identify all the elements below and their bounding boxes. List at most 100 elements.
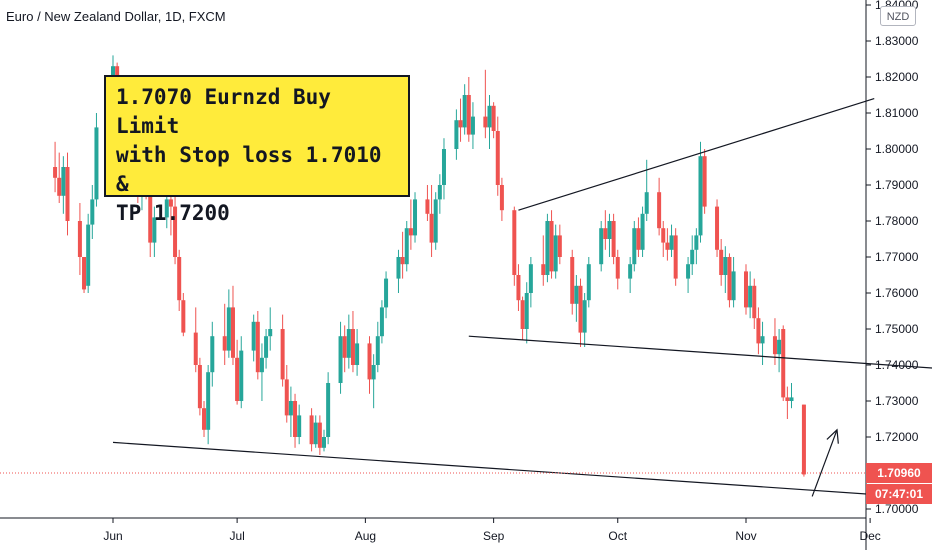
candle (371, 354, 376, 409)
candle-body (317, 422, 322, 448)
time-tick-label: Jun (103, 529, 122, 543)
candle-body (801, 404, 806, 475)
buy-arrow-shaft[interactable] (811, 429, 838, 497)
candle-body (483, 116, 488, 128)
candle-body (148, 188, 153, 243)
candle-body (673, 235, 678, 279)
candle-body (57, 177, 62, 196)
candle (65, 152, 70, 236)
candle (396, 249, 401, 293)
candle (628, 257, 633, 293)
candle (379, 300, 384, 344)
candle (94, 113, 99, 207)
candle-body (404, 228, 409, 265)
candle-body (65, 167, 70, 221)
price-tick-label: 1.79000 (875, 178, 919, 192)
trendline-lower-support[interactable] (112, 441, 929, 499)
candle (499, 177, 504, 221)
candle-body (698, 156, 703, 236)
candle-body (350, 329, 355, 365)
current-price-label: 1.70960 (866, 463, 932, 483)
candle (326, 372, 331, 445)
candle (197, 357, 202, 416)
candle (673, 228, 678, 286)
candle-body (235, 357, 240, 401)
price-tick-label: 1.77000 (875, 250, 919, 264)
candle (288, 386, 293, 437)
price-tick-label: 1.82000 (875, 70, 919, 84)
candle (516, 264, 521, 311)
candle (86, 213, 91, 293)
candle (437, 174, 442, 214)
candle-body (777, 339, 782, 355)
time-tick-label: Aug (355, 529, 376, 543)
candle-body (458, 120, 463, 128)
candle (408, 199, 413, 250)
candle (665, 228, 670, 261)
candle (90, 185, 95, 239)
candle-body (408, 228, 413, 236)
candle (350, 311, 355, 373)
candle (607, 213, 612, 257)
candle (433, 192, 438, 250)
candle (632, 221, 637, 272)
candle (582, 293, 587, 347)
candle-body (425, 199, 430, 214)
candle-body (586, 264, 591, 301)
candle-body (487, 105, 492, 128)
candle (611, 213, 616, 265)
candle (251, 314, 256, 362)
candle-body (632, 228, 637, 265)
candle-body (152, 217, 157, 243)
candle (528, 257, 533, 308)
time-axis[interactable]: Jun Jul Aug Sep Oct Nov Dec (0, 517, 881, 543)
candle (715, 199, 720, 257)
candle-body (375, 336, 380, 365)
price-tick-label: 1.76000 (875, 286, 919, 300)
candle (545, 213, 550, 283)
candle (760, 321, 765, 365)
buy-arrow-head[interactable] (826, 428, 839, 444)
candle-body (528, 264, 533, 293)
countdown-label: 07:47:01 (866, 484, 932, 504)
candle-body (686, 264, 691, 279)
candle (297, 404, 302, 445)
candle (413, 192, 418, 243)
trendlines[interactable] (112, 98, 932, 499)
trade-note-text: 1.7070 Eurnzd Buy Limit with Stop loss 1… (116, 85, 382, 225)
trendline-channel-top[interactable] (518, 98, 875, 211)
trade-note-box[interactable]: 1.7070 Eurnzd Buy Limit with Stop loss 1… (104, 75, 410, 225)
currency-badge[interactable]: NZD (880, 6, 916, 26)
candle-body (731, 271, 736, 301)
candle-body (582, 300, 587, 333)
price-axis[interactable]: 1.700001.710001.720001.730001.740001.750… (865, 0, 919, 550)
trendline-channel-bottom[interactable] (468, 335, 932, 369)
time-tick-label: Dec (859, 529, 880, 543)
candle-body (657, 192, 662, 229)
candle (355, 329, 360, 376)
candle-body (259, 357, 264, 373)
price-tick-label: 1.81000 (875, 106, 919, 120)
candle (495, 116, 500, 196)
candle-body (94, 127, 99, 200)
candle-body (578, 285, 583, 333)
candle-body (206, 372, 211, 430)
candle-body (570, 257, 575, 304)
candle (719, 239, 724, 286)
candle-body (603, 228, 608, 239)
candle-body (441, 149, 446, 185)
candle (177, 249, 182, 311)
candle-body (541, 264, 546, 275)
candle (574, 275, 579, 322)
candle-body (197, 365, 202, 409)
candle (541, 235, 546, 286)
candle (53, 141, 58, 193)
candle-body (413, 199, 418, 236)
candle-body (181, 300, 186, 333)
candle (615, 249, 620, 290)
candle-body (239, 350, 244, 401)
candle-body (499, 185, 504, 211)
candle-body (719, 249, 724, 275)
candle-body (748, 285, 753, 308)
candle (235, 339, 240, 405)
